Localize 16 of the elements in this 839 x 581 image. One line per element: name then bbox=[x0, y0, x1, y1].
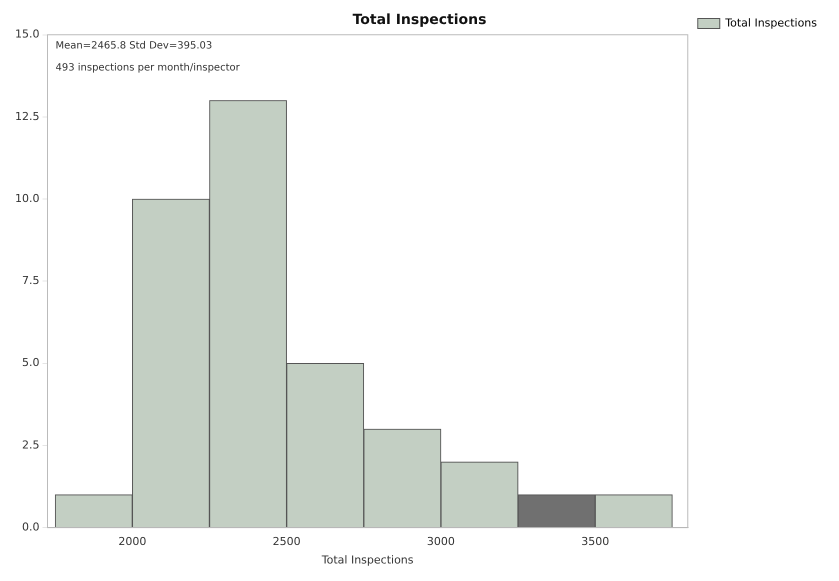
legend-label: Total Inspections bbox=[724, 16, 818, 30]
y-tick-label: 0.0 bbox=[22, 520, 40, 534]
y-tick-label: 12.5 bbox=[14, 110, 40, 123]
y-tick-label: 5.0 bbox=[22, 356, 40, 370]
y-tick-label: 2.5 bbox=[22, 438, 40, 452]
x-tick-label: 2500 bbox=[272, 535, 301, 548]
y-tick-label: 7.5 bbox=[22, 274, 40, 288]
chart-title: Total Inspections bbox=[352, 12, 486, 28]
x-axis-title: Total Inspections bbox=[320, 553, 414, 566]
annotation: Mean=2465.8 Std Dev=395.03 bbox=[55, 40, 212, 52]
x-tick-label: 2000 bbox=[118, 535, 146, 548]
y-tick-label: 15.0 bbox=[14, 28, 40, 41]
annotation: 493 inspections per month/inspector bbox=[55, 62, 241, 74]
x-tick-label: 3500 bbox=[581, 535, 610, 548]
x-tick-label: 3000 bbox=[426, 535, 455, 548]
y-tick-label: 10.0 bbox=[14, 192, 40, 205]
